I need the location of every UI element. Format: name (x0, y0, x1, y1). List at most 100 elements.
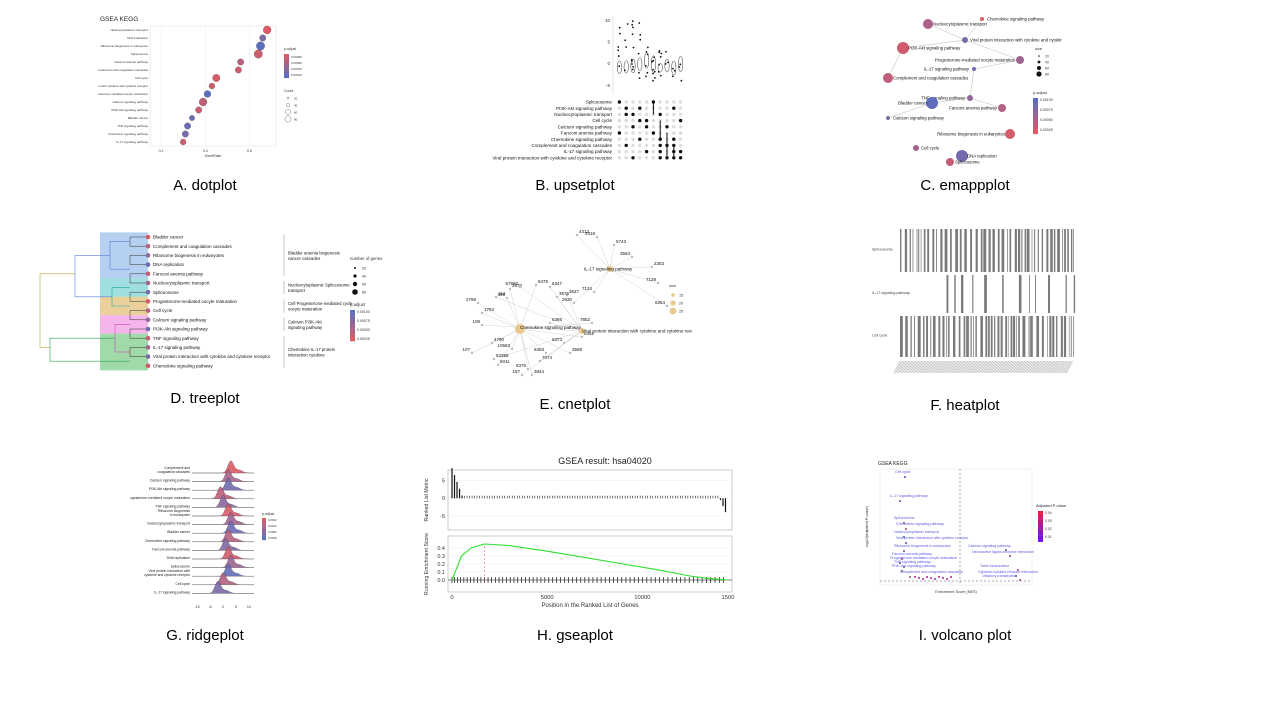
heat-xtick-label (1038, 360, 1046, 374)
ridge-label: IL-17 signaling pathway (154, 590, 190, 594)
cnet-size-key (671, 293, 675, 297)
heat-xtick-label (901, 360, 908, 374)
heat-cell (1001, 229, 1005, 272)
emap-node-label: Calcium signaling pathway (893, 116, 945, 121)
tree-branch (39, 273, 75, 348)
upset-matrix-dot (672, 137, 676, 141)
volcano-label-right: Olfactory transduction (982, 574, 1017, 578)
upset-set-label: PI3K-Akt signaling pathway (556, 106, 613, 111)
cnet-gene-label: 6354 (655, 300, 666, 305)
volcano-legend-tick: 0.01 (1045, 535, 1052, 539)
heat-xtick-label (1006, 360, 1014, 374)
dotplot-size-key (285, 109, 291, 115)
volcano-label-left: Complement and coagulation cascades (900, 570, 963, 574)
volcano-point (902, 535, 906, 539)
cnet-gene-node (565, 293, 569, 297)
heat-xtick-label (963, 360, 970, 374)
cnet-size-key (669, 307, 677, 315)
emap-node (962, 37, 968, 43)
caption-treeplot: D. treeplot (170, 390, 240, 407)
ridge-legend-swatch (262, 520, 266, 523)
upset-point (645, 75, 647, 78)
heat-cell (1007, 229, 1008, 272)
heat-cell (958, 316, 961, 357)
heat-cell (1047, 316, 1048, 357)
dotplot-ylabel: DNA replication (127, 36, 148, 40)
upset-point (657, 70, 660, 73)
volcano-label-left: IL-17 signaling pathway (890, 494, 928, 498)
heat-xtick-label (1040, 360, 1047, 374)
tree-leaf-label: Bladder cancer (153, 235, 184, 240)
tree-leaf-label: Chemokine signaling pathway (153, 363, 214, 368)
cnet-edge (519, 328, 583, 338)
upset-matrix-dot (617, 112, 622, 117)
ridge-legend-swatch (262, 535, 266, 538)
heat-xtick-label (995, 360, 1002, 374)
upset-matrix-dot (624, 143, 628, 148)
upset-point (617, 46, 620, 48)
upset-matrix-dot (678, 106, 683, 110)
heat-xtick-label (991, 360, 998, 374)
cnet-gene-node (572, 301, 576, 305)
volcano-point (914, 576, 916, 578)
emap-legend-swatch (1033, 128, 1038, 132)
dotplot-point (259, 34, 267, 42)
upset-point (639, 38, 642, 41)
cnet-edge (519, 286, 583, 332)
heat-xtick-label (1022, 360, 1030, 374)
volcano-point (898, 561, 902, 565)
cnet-edge (481, 324, 583, 332)
emap-node-label: Progesterone-mediated oocyte maturation (935, 58, 1016, 63)
upset-matrix-dot (672, 112, 676, 117)
cnet-edge (519, 328, 571, 354)
dotplot-point (198, 97, 208, 107)
upset-matrix-dot (617, 149, 622, 154)
dotplot-point (182, 130, 189, 138)
tree-leaf-label: PI3K-Akt signaling pathway (153, 327, 209, 332)
ridge-density (192, 546, 254, 560)
dotplot-legend-swatch (284, 64, 289, 67)
heat-cell (952, 316, 956, 357)
heat-cell (917, 316, 921, 357)
cnet-gene-label: 3627 (569, 289, 580, 294)
caption-emapplot: C. emappplot (920, 177, 1010, 194)
heat-cell (1034, 229, 1036, 272)
ridge-legend-swatch (262, 522, 266, 525)
dotplot-ylabel: Progesterone-mediated oocyte maturation (98, 92, 148, 96)
upset-matrix-dot (678, 100, 683, 104)
heat-xtick-label (976, 360, 983, 374)
heat-xtick-label (899, 360, 906, 374)
emap-size-tick: 40 (1045, 61, 1049, 65)
volcano-legend-swatch (1038, 530, 1043, 534)
tree-leaf-label: Nucleocytoplasmic transport (153, 281, 210, 286)
ridge-label: DNA replication (167, 556, 190, 560)
ridge-xtick: -10 (195, 605, 200, 609)
ridge-label: Fanconi anemia pathway (152, 547, 190, 551)
heat-cell (900, 316, 903, 357)
ridge-legend-swatch (262, 526, 266, 530)
heat-cell (1031, 229, 1033, 272)
heat-xtick-label (975, 360, 982, 374)
emap-legend-tick: 0.00050 (1040, 118, 1053, 122)
tree-branch (129, 328, 148, 339)
volcano-point (938, 576, 940, 578)
upset-set-label: Complement and coagulation cascades (532, 143, 613, 148)
cnet-gene-label: 2353 (654, 261, 665, 266)
emap-node-label: Bladder cancer (898, 101, 927, 106)
cnet-gene-node (518, 285, 522, 289)
dotplot-size-tick: 60 (294, 111, 298, 115)
tree-legend-swatch (350, 328, 355, 331)
upset-matrix-dot (678, 125, 683, 129)
cnet-gene-node (580, 335, 584, 339)
heat-cell (1060, 316, 1063, 357)
gsea-bottom-ylabel: Running Enrichment Score (424, 533, 430, 595)
upset-matrix-dot (644, 143, 649, 148)
caption-gseaplot: H. gseaplot (537, 627, 613, 644)
emap-legend-swatch (1033, 104, 1038, 108)
emap-edge (887, 102, 933, 119)
cnet-edge (609, 268, 659, 284)
upset-point (652, 79, 654, 82)
tree-legend-swatch (350, 333, 355, 337)
upset-matrix-dot (631, 149, 635, 154)
